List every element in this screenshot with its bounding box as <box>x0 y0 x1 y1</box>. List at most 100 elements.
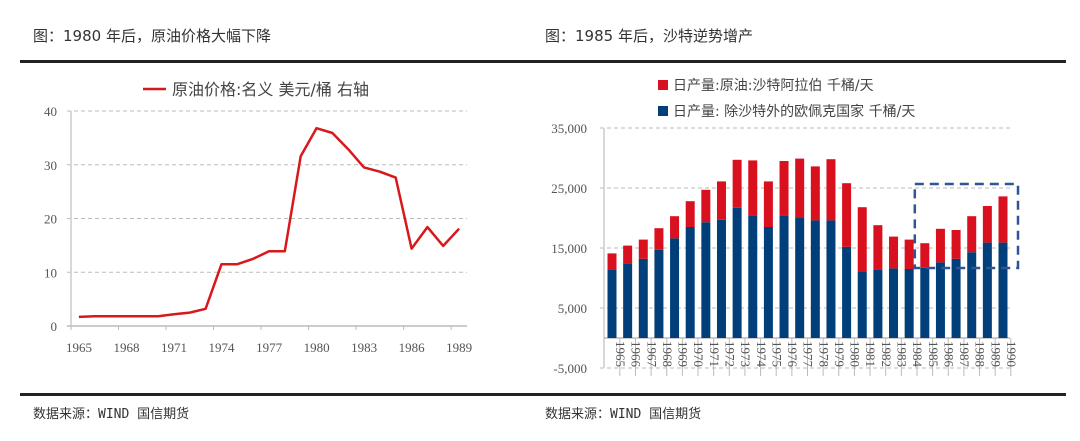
bar-other-opec <box>607 269 617 338</box>
x-tick-label: 1987 <box>957 341 972 368</box>
bar-saudi <box>857 207 867 272</box>
x-tick-label: 1974 <box>209 340 236 355</box>
bar-saudi <box>982 206 992 243</box>
bar-other-opec <box>920 267 930 338</box>
bar-other-opec <box>951 258 961 338</box>
x-tick-label: 1966 <box>629 341 644 368</box>
y-tick-label: 40 <box>44 104 57 119</box>
bar-saudi <box>951 230 961 259</box>
y-tick-label: 15,000 <box>551 241 587 256</box>
bar-saudi <box>904 239 914 269</box>
bar-other-opec <box>826 220 836 338</box>
x-tick-label: 1982 <box>879 341 894 367</box>
x-tick-label: 1965 <box>66 340 92 355</box>
x-tick-label: 1970 <box>691 341 706 367</box>
bar-other-opec <box>670 238 680 338</box>
x-tick-label: 1971 <box>161 340 187 355</box>
bar-saudi <box>920 243 930 268</box>
legend-swatch-other-opec <box>658 106 668 116</box>
bar-saudi <box>623 245 633 264</box>
bar-saudi <box>701 189 711 223</box>
x-tick-label: 1974 <box>754 341 769 368</box>
x-tick-label: 1980 <box>304 340 330 355</box>
legend-label-saudi: 日产量:原油:沙特阿拉伯 千桶/天 <box>673 78 874 94</box>
bar-other-opec <box>998 242 1008 338</box>
x-tick-label: 1983 <box>895 341 910 367</box>
bar-saudi <box>998 196 1008 243</box>
bar-other-opec <box>795 217 805 338</box>
x-tick-label: 1989 <box>446 340 472 355</box>
left-chart-title: 图：1980 年后，原油价格大幅下降 <box>33 27 271 45</box>
bar-saudi <box>779 161 789 216</box>
bar-other-opec <box>732 207 742 338</box>
bar-other-opec <box>654 249 664 338</box>
bar-other-opec <box>623 263 633 338</box>
bar-saudi <box>763 181 773 227</box>
x-tick-label: 1977 <box>801 341 816 368</box>
bar-other-opec <box>904 269 914 338</box>
right-source: 数据来源：WIND 国信期货 <box>545 407 702 422</box>
x-tick-label: 1986 <box>399 340 426 355</box>
bar-other-opec <box>810 220 820 338</box>
y-tick-label: 10 <box>44 265 57 280</box>
legend-label: 原油价格:名义 美元/桶 右轴 <box>172 80 369 99</box>
y-tick-label: 30 <box>44 158 57 173</box>
bar-saudi <box>732 159 742 208</box>
legend-swatch-saudi <box>658 80 668 90</box>
bar-other-opec <box>982 242 992 338</box>
bar-other-opec <box>716 219 726 338</box>
bar-saudi <box>716 181 726 220</box>
x-tick-label: 1984 <box>910 341 925 368</box>
legend-label-other-opec: 日产量: 除沙特外的欧佩克国家 千桶/天 <box>673 103 915 120</box>
bar-other-opec <box>779 215 789 338</box>
bar-saudi <box>670 216 680 239</box>
bar-saudi <box>748 160 758 216</box>
bar-other-opec <box>935 262 945 338</box>
x-tick-label: 1979 <box>832 341 847 367</box>
right-chart-title: 图：1985 年后，沙特逆势增产 <box>545 27 753 45</box>
bar-other-opec <box>685 227 695 338</box>
bar-saudi <box>638 239 648 259</box>
x-tick-label: 1968 <box>114 340 140 355</box>
bar-saudi <box>810 166 820 221</box>
bar-saudi <box>826 159 836 221</box>
x-tick-label: 1981 <box>863 341 878 367</box>
price-line <box>78 126 461 319</box>
y-tick-label: 25,000 <box>551 181 587 196</box>
top-rule <box>20 60 1066 63</box>
bar-other-opec <box>763 227 773 338</box>
x-tick-label: 1983 <box>351 340 377 355</box>
bar-saudi <box>873 225 883 270</box>
x-tick-label: 1975 <box>769 341 784 367</box>
bar-saudi <box>889 236 899 269</box>
bar-saudi <box>935 228 945 263</box>
left-source: 数据来源：WIND 国信期货 <box>33 407 190 422</box>
x-tick-label: 1972 <box>722 341 737 367</box>
x-tick-label: 1985 <box>926 341 941 367</box>
x-tick-label: 1968 <box>660 341 675 367</box>
bar-saudi <box>967 216 977 253</box>
y-tick-label: 20 <box>44 212 57 227</box>
bar-other-opec <box>873 269 883 338</box>
bar-saudi <box>795 158 805 218</box>
bar-other-opec <box>842 246 852 338</box>
x-tick-label: 1973 <box>738 341 753 367</box>
y-tick-label: 0 <box>51 319 58 334</box>
x-tick-label: 1990 <box>1004 341 1019 367</box>
y-tick-label: 35,000 <box>551 121 587 136</box>
bar-saudi <box>607 253 617 270</box>
x-tick-label: 1986 <box>941 341 956 368</box>
x-tick-label: 1978 <box>816 341 831 367</box>
x-tick-label: 1977 <box>256 340 283 355</box>
bar-saudi <box>842 183 852 247</box>
bar-other-opec <box>889 268 899 338</box>
bar-saudi <box>654 228 664 250</box>
bottom-rule <box>20 393 1066 396</box>
bar-saudi <box>685 201 695 227</box>
bar-other-opec <box>638 258 648 338</box>
x-tick-label: 1976 <box>785 341 800 368</box>
bar-other-opec <box>857 271 867 338</box>
y-tick-label: 5,000 <box>558 301 587 316</box>
x-tick-label: 1965 <box>613 341 628 367</box>
x-tick-label: 1971 <box>707 341 722 367</box>
